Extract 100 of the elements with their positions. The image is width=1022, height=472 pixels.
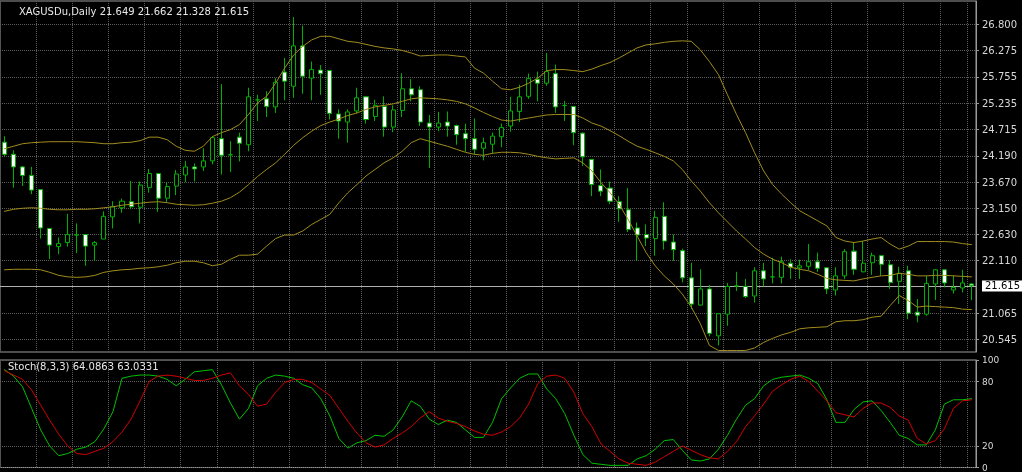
candlestick xyxy=(833,266,838,297)
candlestick xyxy=(427,114,432,169)
candlestick xyxy=(544,52,549,87)
candlestick xyxy=(156,172,161,213)
candlestick xyxy=(165,181,170,203)
y-tick-label: 21.065 xyxy=(982,307,1017,319)
candlestick xyxy=(228,140,233,173)
y-tick-label: 26.800 xyxy=(982,18,1017,30)
candlestick xyxy=(662,201,667,251)
candlestick xyxy=(897,266,902,305)
candlestick xyxy=(237,132,242,162)
candlestick xyxy=(56,237,61,255)
candlestick xyxy=(11,149,16,189)
candlestick xyxy=(770,257,775,284)
candlestick xyxy=(210,135,215,165)
candlestick xyxy=(147,168,152,194)
candlestick xyxy=(273,77,278,114)
candlestick xyxy=(110,200,115,229)
candlestick xyxy=(409,78,414,102)
candlestick xyxy=(571,105,576,146)
y-tick-label: 23.670 xyxy=(982,176,1017,188)
y-tick-label: 22.630 xyxy=(982,229,1017,240)
candlestick xyxy=(924,275,929,317)
candlestick xyxy=(291,16,296,99)
candlestick xyxy=(589,158,594,197)
candlestick xyxy=(282,57,287,101)
candlestick xyxy=(861,240,866,273)
candlestick xyxy=(382,95,387,138)
candlestick xyxy=(92,240,97,262)
candlestick xyxy=(183,160,188,183)
candlestick xyxy=(318,64,323,96)
y-tick-label: 25.755 xyxy=(982,71,1017,83)
candlestick xyxy=(454,124,459,146)
candlestick xyxy=(888,259,893,290)
candlestick xyxy=(761,262,766,287)
y-tick-label: 22.110 xyxy=(982,255,1017,267)
candlestick xyxy=(680,248,685,283)
line-series xyxy=(4,97,972,282)
candlestick xyxy=(526,73,531,100)
candlestick xyxy=(824,267,829,295)
candlestick xyxy=(101,210,106,240)
y-tick-label: 26.275 xyxy=(982,45,1017,57)
candlestick xyxy=(219,83,224,175)
candlestick xyxy=(879,254,884,277)
candlestick xyxy=(472,118,477,155)
candlestick xyxy=(83,234,88,267)
candlestick xyxy=(806,243,811,271)
candlestick xyxy=(300,25,305,95)
y-tick-label: 20 xyxy=(982,441,994,451)
y-tick-label: 80 xyxy=(982,376,994,387)
candlestick xyxy=(490,132,495,155)
candlestick xyxy=(915,298,920,323)
candlestick xyxy=(553,64,558,114)
candlestick xyxy=(65,213,70,248)
candlestick xyxy=(445,110,450,138)
candlestick xyxy=(508,96,513,133)
ref-line-label: 21.615 xyxy=(985,280,1020,292)
y-tick-label: 100 xyxy=(982,355,1000,365)
candlestick xyxy=(192,162,197,183)
candlestick xyxy=(264,90,269,118)
candlestick xyxy=(499,123,504,148)
y-tick-label: 24.715 xyxy=(982,123,1017,135)
candlestick xyxy=(725,282,730,327)
candlestick xyxy=(201,147,206,172)
y-tick-label: 24.190 xyxy=(982,150,1017,162)
candlestick xyxy=(535,71,540,102)
candlestick xyxy=(671,234,676,262)
candlestick xyxy=(653,210,658,257)
candlestick xyxy=(960,269,965,293)
candlestick xyxy=(400,72,405,118)
candlestick xyxy=(354,87,359,114)
candlestick xyxy=(255,94,260,122)
candlestick xyxy=(38,189,43,240)
candlestick xyxy=(336,108,341,140)
candlestick xyxy=(797,259,802,280)
candlestick xyxy=(752,266,757,304)
candlestick xyxy=(580,132,585,167)
candlestick xyxy=(74,222,79,254)
candlestick xyxy=(743,278,748,299)
candlestick xyxy=(309,61,314,101)
candlestick xyxy=(327,70,332,121)
candlestick xyxy=(436,111,441,132)
candlestick xyxy=(951,274,956,294)
candlestick xyxy=(635,221,640,262)
candlestick xyxy=(842,248,847,280)
candlestick xyxy=(851,242,857,276)
candlestick xyxy=(644,223,649,247)
candlestick xyxy=(698,268,703,307)
candlestick xyxy=(906,265,911,320)
candlestick xyxy=(138,181,143,224)
chart-title: Stoch(8,3,3) 64.0863 63.0331 xyxy=(8,360,159,372)
candlestick xyxy=(47,227,52,260)
line-series xyxy=(4,138,972,351)
candlestick xyxy=(969,282,974,301)
candlestick xyxy=(373,99,378,122)
candlestick xyxy=(598,168,603,197)
candlestick xyxy=(933,268,938,301)
candlestick xyxy=(716,312,721,346)
candlestick xyxy=(463,123,468,153)
candlestick xyxy=(391,104,396,133)
